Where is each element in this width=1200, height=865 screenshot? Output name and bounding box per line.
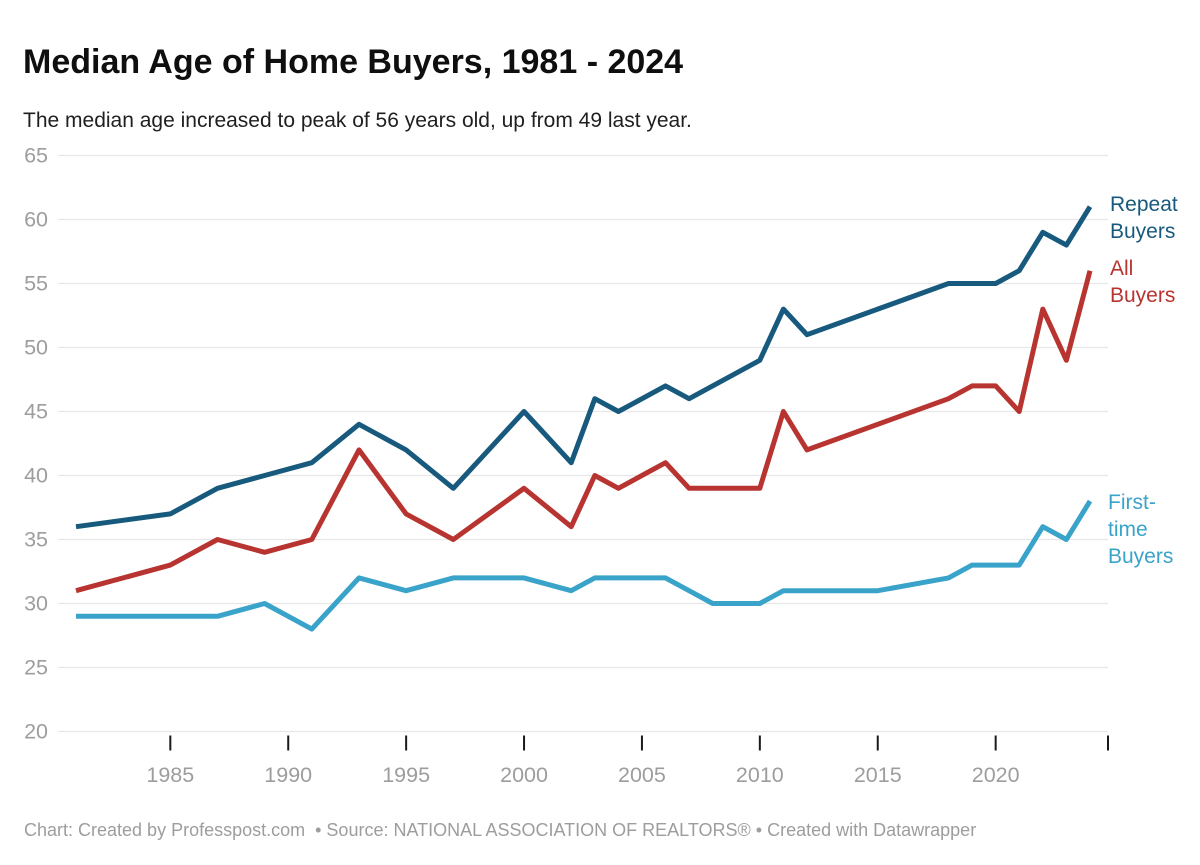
y-axis-label-50: 50	[24, 336, 48, 360]
series-line-repeat-buyers	[75, 205, 1093, 530]
attribution-footer: Chart: Created by Professpost.com • Sour…	[24, 820, 977, 840]
x-axis-label-2015: 2015	[854, 763, 902, 787]
legend-all-buyers: All Buyers	[1110, 257, 1176, 307]
y-axis-label-45: 45	[24, 400, 48, 424]
x-axis-label-1985: 1985	[146, 763, 194, 787]
x-axis-label-2005: 2005	[618, 763, 666, 787]
plot-svg: 65 60 55 50 45 40 35 30 25 20 1985 1990 1995 2000 2005…	[24, 144, 1109, 787]
x-axis-label-1995: 1995	[382, 763, 430, 787]
legend-repeat-buyers: Repeat Buyers	[1110, 193, 1178, 243]
x-axis-label-2000: 2000	[500, 763, 548, 787]
series-line-first-time-buyers	[76, 499, 1093, 632]
y-axis-label-30: 30	[24, 592, 48, 616]
legend-first-time-buyers: First- time Buyers	[1108, 491, 1174, 568]
x-axis-label-2020: 2020	[972, 763, 1020, 787]
x-axis-label-2010: 2010	[736, 763, 784, 787]
y-axis-label-40: 40	[24, 464, 48, 488]
series-line-all-buyers	[75, 270, 1093, 594]
y-axis-label-20: 20	[24, 720, 48, 744]
chart-subtitle: The median age increased to peak of 56 y…	[23, 109, 692, 132]
y-axis-label-60: 60	[24, 208, 48, 232]
y-axis-label-35: 35	[24, 528, 48, 552]
x-axis-label-1990: 1990	[264, 763, 312, 787]
y-axis-label-25: 25	[24, 656, 48, 680]
chart-title: Median Age of Home Buyers, 1981 - 2024	[23, 42, 684, 81]
y-axis-label-65: 65	[24, 144, 48, 168]
y-axis-label-55: 55	[24, 272, 48, 296]
